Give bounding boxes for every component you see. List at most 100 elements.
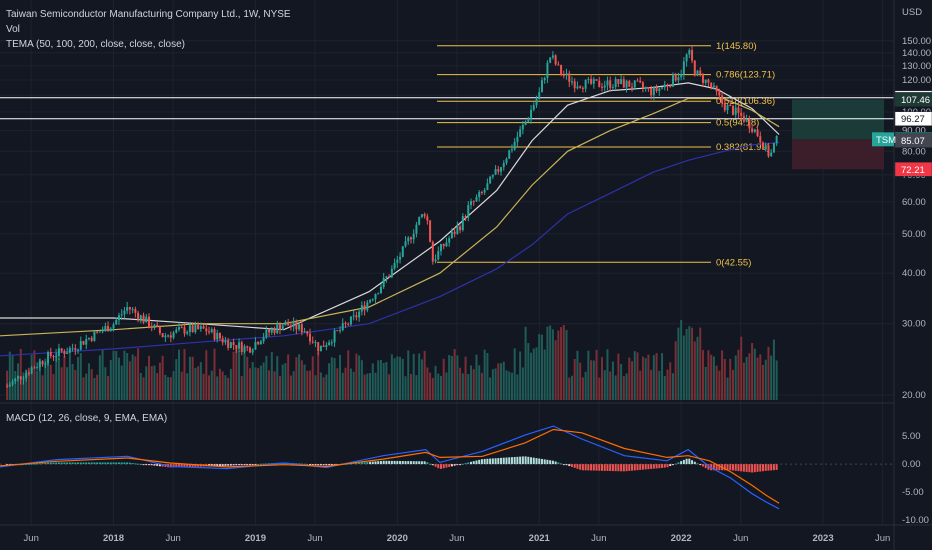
candle-body [609, 80, 612, 88]
macd-histogram-bar [584, 464, 587, 471]
macd-histogram-bar [128, 462, 131, 465]
time-axis[interactable]: Jun 2018 Jun 2019 Jun 2020 Jun 2021 Jun 2022 Jun 20… [24, 533, 891, 544]
macd-histogram-bar [47, 462, 50, 465]
candle-body [628, 80, 631, 87]
candle-body [650, 87, 653, 96]
volume-bar [311, 356, 314, 400]
macd-histogram-bar [426, 462, 429, 465]
candle-body [36, 367, 39, 369]
volume-bar [194, 367, 197, 400]
candle-body [183, 327, 186, 334]
macd-histogram-bar [543, 459, 546, 465]
macd-histogram-bar [30, 463, 33, 465]
macd-histogram-bar [696, 463, 699, 465]
macd-histogram-bar [691, 460, 694, 465]
candle-body [126, 307, 129, 311]
volume-bar [579, 362, 582, 400]
candle-body [374, 293, 377, 300]
volume-bar [448, 355, 451, 400]
macd-histogram-bar [592, 464, 595, 471]
volume-bar [483, 349, 486, 400]
candle-body [489, 176, 492, 184]
candle-body [232, 342, 235, 345]
macd-histogram-bar [399, 460, 402, 465]
volume-bar [216, 376, 219, 400]
candle-body [464, 216, 467, 218]
volume-bar [431, 377, 434, 400]
candle-body [169, 335, 172, 338]
candle-body [347, 323, 350, 325]
volume-bar [415, 375, 418, 400]
candle-body [352, 315, 355, 317]
volume-bar [14, 370, 17, 400]
candle-body [677, 77, 680, 81]
candle-body [742, 115, 745, 122]
volume-bar [470, 365, 473, 400]
macd-histogram-bar [218, 464, 221, 467]
volume-bar [674, 341, 677, 400]
volume-bar [524, 326, 527, 400]
macd-histogram-bar [298, 463, 301, 465]
volume-bar [202, 373, 205, 400]
candle-body [688, 50, 691, 55]
macd-histogram-bar [456, 464, 459, 466]
candle-body [639, 80, 642, 83]
macd-legend[interactable]: MACD (12, 26, close, 9, EMA, EMA) [6, 413, 168, 424]
candle-body [41, 361, 44, 365]
candle-body [519, 129, 522, 137]
macd-histogram-bar [355, 462, 358, 465]
macd-histogram-bar [412, 461, 415, 465]
candle-body [500, 167, 503, 172]
macd-histogram-bar [669, 464, 672, 467]
macd-histogram-bar [513, 456, 516, 465]
macd-histogram-bar [633, 464, 636, 471]
candle-body [328, 342, 331, 346]
macd-histogram-bar [581, 464, 584, 471]
candle-body [87, 337, 90, 340]
candle-body [90, 337, 93, 341]
macd-histogram-bar [79, 462, 82, 465]
volume-bar [601, 357, 604, 400]
volume-bar [726, 377, 729, 400]
volume-bar [186, 373, 189, 400]
tema-legend[interactable]: TEMA (50, 100, 200, close, close, close) [6, 39, 185, 50]
volume-bar [459, 367, 462, 400]
time-tick-label: Jun [875, 533, 890, 544]
macd-histogram-bar [603, 464, 606, 471]
candle-body [494, 169, 497, 175]
volume-bar [385, 362, 388, 400]
candle-body [38, 361, 41, 368]
time-tick-label: Jun [24, 533, 39, 544]
candle-body [287, 321, 290, 326]
macd-histogram-bar [404, 461, 407, 465]
horizontal-lines[interactable] [0, 97, 894, 120]
macd-histogram-bar [77, 462, 80, 465]
candle-body [139, 315, 142, 320]
chart-title[interactable]: Taiwan Semiconductor Manufacturing Compa… [6, 9, 291, 20]
volume-bar [330, 357, 333, 400]
macd-histogram-bar [240, 464, 243, 466]
volume-bar [276, 356, 279, 400]
macd-axis[interactable]: 5.00 0.00 -5.00 -10.00 [902, 431, 929, 526]
long-position-box[interactable] [792, 99, 884, 170]
candle-body [322, 345, 325, 347]
volume-legend[interactable]: Vol [6, 24, 20, 35]
volume-bar [461, 373, 464, 400]
volume-bar [374, 372, 377, 400]
volume-bar [366, 373, 369, 400]
candle-body [8, 384, 11, 387]
candle-body [431, 241, 434, 262]
volume-bar [631, 361, 634, 400]
macd-histogram-bar [68, 462, 71, 465]
volume-bar [44, 358, 47, 400]
volume-bar [472, 369, 475, 400]
macd-histogram-bar [480, 459, 483, 465]
macd-histogram-bar [57, 462, 60, 465]
macd-histogram-bar [90, 462, 93, 465]
macd-histogram-bar [442, 464, 445, 469]
candle-body [188, 325, 191, 333]
macd-histogram-bar [210, 464, 213, 467]
candle-body [259, 341, 262, 345]
macd-histogram-bar [382, 460, 385, 465]
